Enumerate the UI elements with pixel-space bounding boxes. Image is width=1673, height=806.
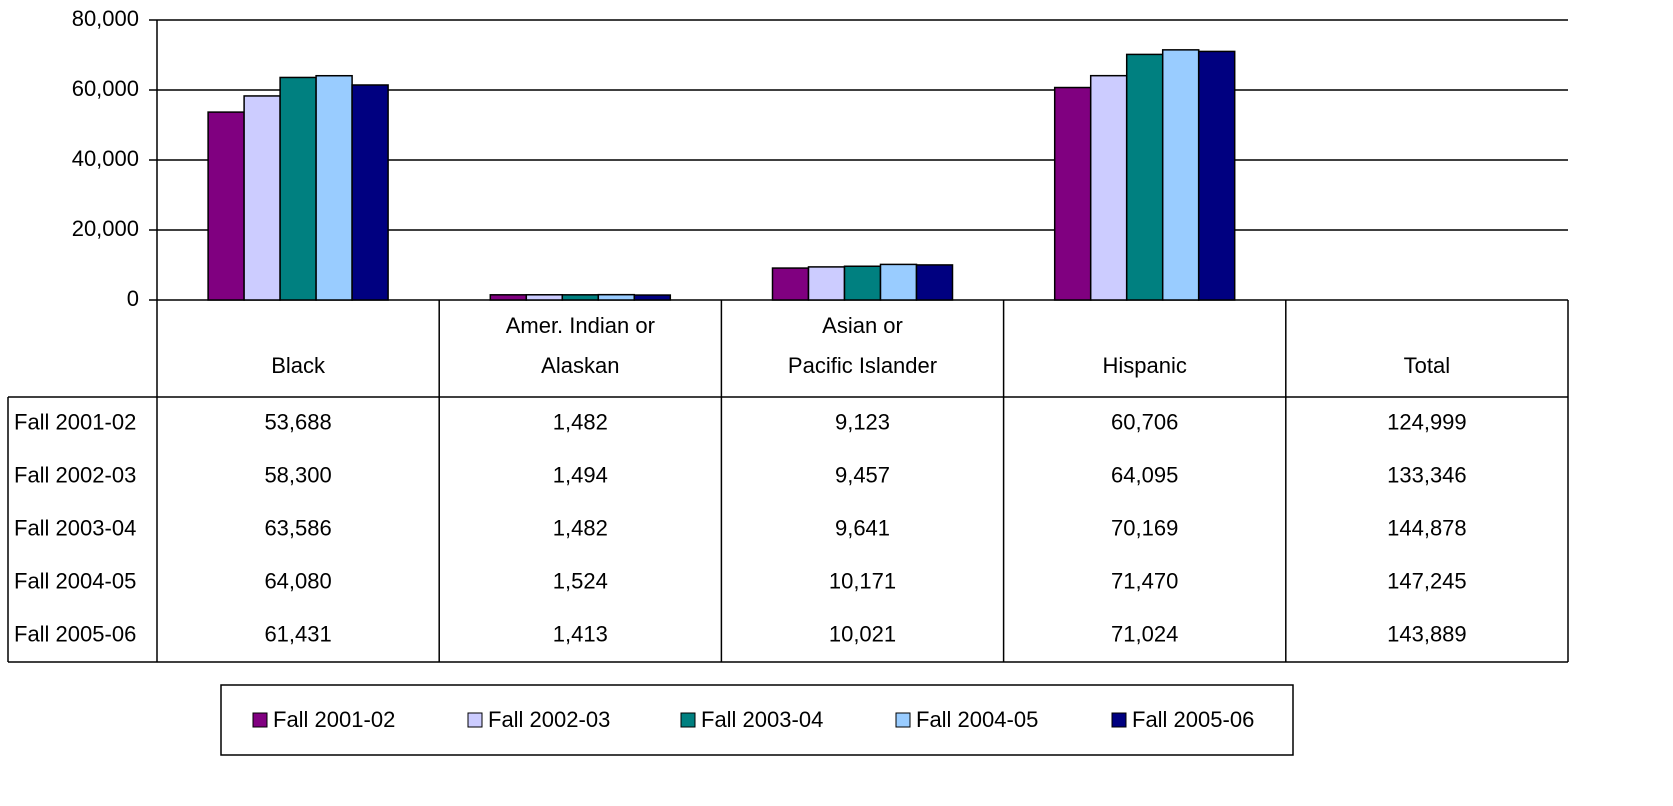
table-value: 70,169 [1111, 515, 1178, 540]
category-label: Amer. Indian or Alaskan [506, 313, 655, 378]
bar [597, 293, 636, 301]
table-value: 58,300 [264, 462, 331, 487]
legend-box [220, 684, 1294, 756]
category-label: Hispanic [1103, 353, 1187, 378]
table-value: 10,021 [829, 621, 896, 646]
bar [489, 294, 528, 301]
table-value: 60,706 [1111, 409, 1178, 434]
legend-swatch [680, 712, 696, 728]
legend-label: Fall 2005-06 [1132, 707, 1254, 732]
bar [525, 294, 564, 301]
bar [279, 76, 317, 301]
row-label: Fall 2001-02 [14, 409, 136, 434]
table-value: 1,482 [553, 515, 608, 540]
legend-swatch [252, 712, 268, 728]
table-value: 63,586 [264, 515, 331, 540]
table-value: 71,470 [1111, 568, 1178, 593]
legend-label: Fall 2003-04 [701, 707, 823, 732]
table-value: 1,482 [553, 409, 608, 434]
bar [915, 264, 954, 301]
bar [1053, 86, 1092, 301]
bar [1089, 74, 1128, 301]
bar [879, 263, 918, 301]
table-value: 61,431 [264, 621, 331, 646]
bar [1197, 50, 1236, 301]
legend-label: Fall 2001-02 [273, 707, 395, 732]
table-value: 64,095 [1111, 462, 1178, 487]
table-value: 1,524 [553, 568, 608, 593]
bar [807, 266, 846, 301]
bar [351, 84, 389, 301]
category-label: Black [271, 353, 326, 378]
bar [207, 111, 245, 301]
bar [315, 74, 353, 301]
table-value: 9,641 [835, 515, 890, 540]
y-tick-label: 20,000 [72, 216, 139, 241]
table-value: 1,494 [553, 462, 608, 487]
bar [1161, 49, 1200, 301]
legend-swatch [467, 712, 483, 728]
table-value: 144,878 [1387, 515, 1467, 540]
y-tick-label: 60,000 [72, 76, 139, 101]
category-label: Asian or Pacific Islander [788, 313, 937, 378]
bar [1125, 53, 1164, 301]
table-value: 133,346 [1387, 462, 1467, 487]
table-value: 124,999 [1387, 409, 1467, 434]
row-label: Fall 2005-06 [14, 621, 136, 646]
table-value: 10,171 [829, 568, 896, 593]
row-label: Fall 2003-04 [14, 515, 136, 540]
y-tick-label: 0 [127, 286, 139, 311]
table-value: 64,080 [264, 568, 331, 593]
legend-label: Fall 2002-03 [488, 707, 610, 732]
table-value: 147,245 [1387, 568, 1467, 593]
bar [843, 265, 882, 301]
legend-label: Fall 2004-05 [916, 707, 1038, 732]
bar [243, 95, 281, 301]
table-value: 1,413 [553, 621, 608, 646]
table-value: 143,889 [1387, 621, 1467, 646]
y-tick-label: 40,000 [72, 146, 139, 171]
table-value: 53,688 [264, 409, 331, 434]
row-label: Fall 2002-03 [14, 462, 136, 487]
row-label: Fall 2004-05 [14, 568, 136, 593]
bar [633, 294, 672, 301]
table-value: 71,024 [1111, 621, 1178, 646]
legend-swatch [895, 712, 911, 728]
legend-swatch [1111, 712, 1127, 728]
table-value: 9,123 [835, 409, 890, 434]
bar [561, 294, 600, 301]
y-tick-label: 80,000 [72, 6, 139, 31]
table-value: 9,457 [835, 462, 890, 487]
bar [771, 267, 810, 301]
category-label: Total [1404, 353, 1450, 378]
